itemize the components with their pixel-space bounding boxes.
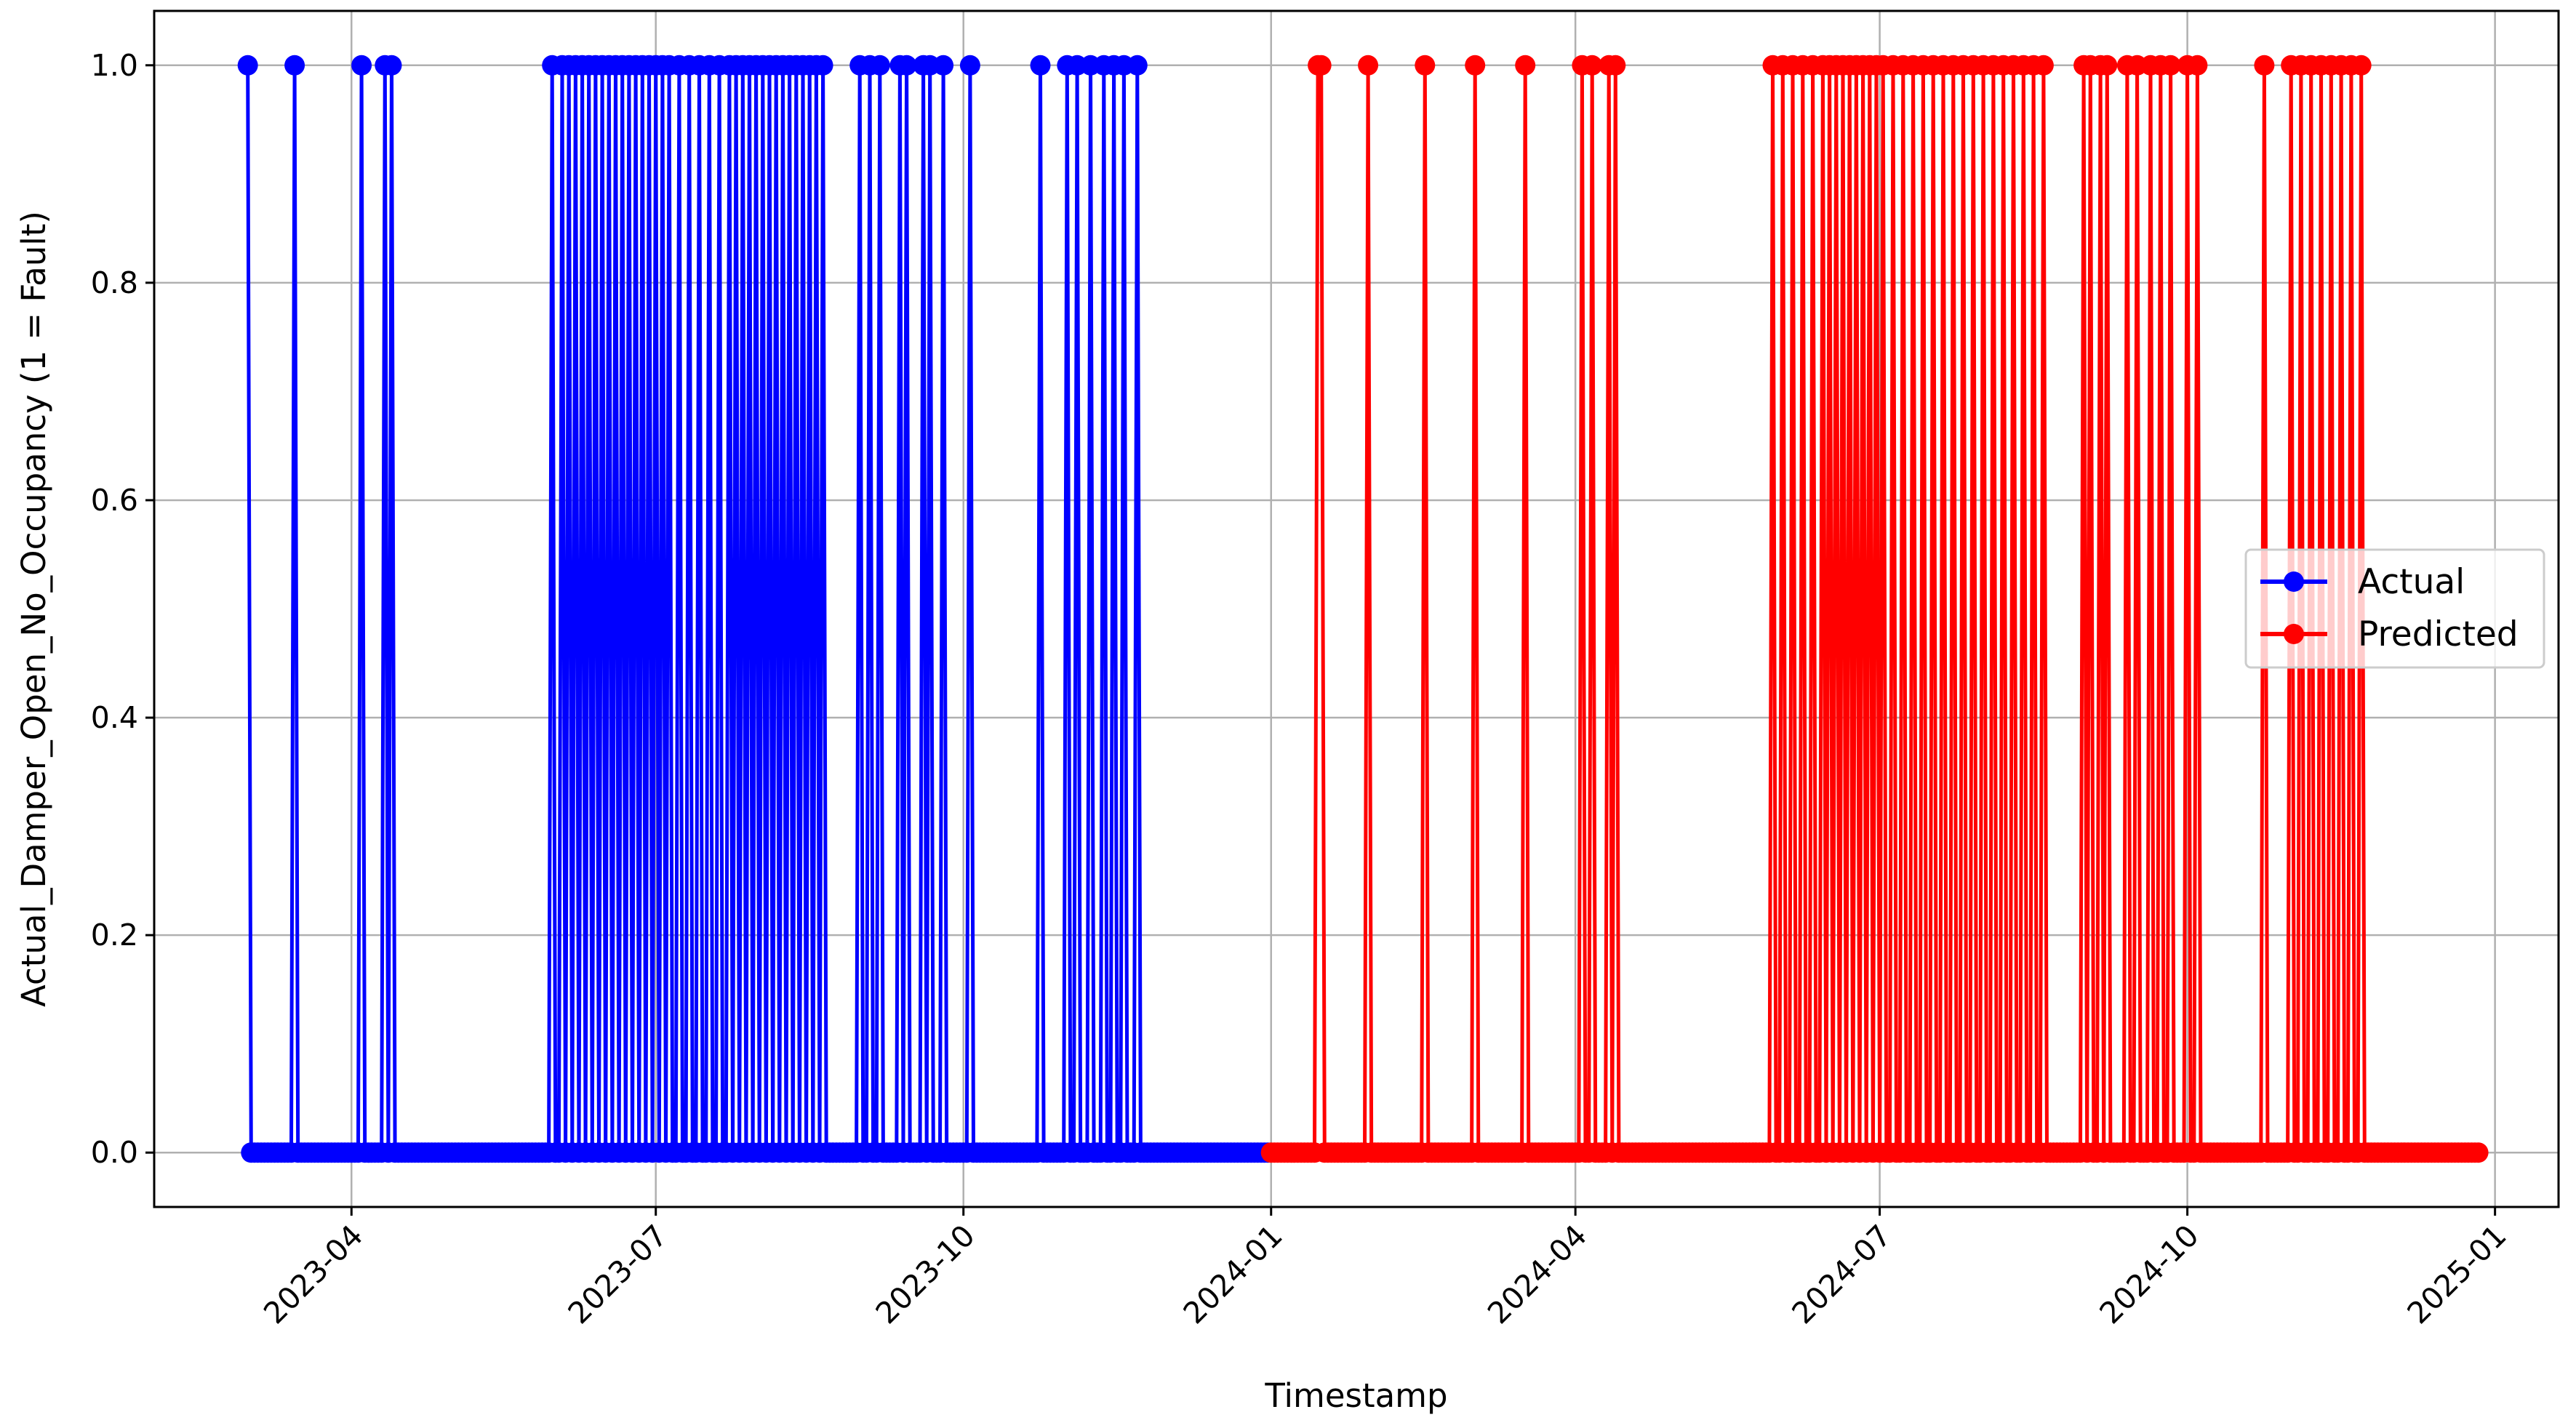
x-axis-label: Timestamp bbox=[1264, 1376, 1447, 1415]
data-point bbox=[2351, 55, 2372, 76]
data-point bbox=[284, 55, 305, 76]
data-point bbox=[812, 55, 833, 76]
y-tick-label: 0.6 bbox=[91, 483, 138, 518]
data-point bbox=[381, 55, 402, 76]
y-tick-label: 0.4 bbox=[91, 700, 138, 735]
y-axis-label: Actual_Damper_Open_No_Occupancy (1 = Fau… bbox=[15, 211, 53, 1007]
data-point bbox=[1311, 55, 1332, 76]
data-point bbox=[1605, 55, 1626, 76]
series-line-actual bbox=[246, 63, 1268, 1155]
y-tick-label: 1.0 bbox=[91, 48, 138, 83]
data-point bbox=[351, 55, 372, 76]
data-point bbox=[933, 55, 954, 76]
plot-area-frame bbox=[153, 9, 2560, 1208]
data-point bbox=[1415, 55, 1436, 76]
x-tick-label: 2023-04 bbox=[257, 1218, 369, 1331]
data-point bbox=[2254, 55, 2275, 76]
data-point bbox=[1127, 55, 1148, 76]
y-tick-label: 0.0 bbox=[91, 1135, 138, 1170]
x-tick-label: 2023-07 bbox=[561, 1218, 674, 1331]
data-point bbox=[1515, 55, 1536, 76]
data-point bbox=[1030, 55, 1051, 76]
x-tick-label: 2024-01 bbox=[1177, 1218, 1289, 1331]
data-point bbox=[2187, 55, 2208, 76]
data-point bbox=[237, 55, 258, 76]
legend-entry-predicted: Predicted bbox=[2358, 614, 2519, 654]
x-tick-label: 2023-10 bbox=[869, 1218, 982, 1331]
x-tick-label: 2024-07 bbox=[1785, 1218, 1898, 1331]
data-point bbox=[869, 55, 890, 76]
x-tick-label: 2024-04 bbox=[1481, 1218, 1593, 1331]
legend: Actual Predicted bbox=[2244, 548, 2545, 669]
data-point bbox=[1358, 55, 1379, 76]
y-tick-label: 0.8 bbox=[91, 265, 138, 300]
series-layer bbox=[237, 55, 2489, 1163]
series-actual bbox=[237, 55, 1279, 1163]
x-tick-label: 2025-01 bbox=[2401, 1218, 2513, 1331]
y-tick-label: 0.2 bbox=[91, 918, 138, 952]
data-point bbox=[1582, 55, 1603, 76]
data-point bbox=[2097, 55, 2118, 76]
legend-entry-actual: Actual bbox=[2358, 562, 2465, 602]
series-predicted bbox=[1260, 55, 2489, 1163]
x-tick-label: 2024-10 bbox=[2093, 1218, 2206, 1331]
data-point bbox=[2468, 1142, 2489, 1163]
data-point bbox=[1465, 55, 1486, 76]
legend-box bbox=[2244, 548, 2545, 669]
legend-marker-dot-actual bbox=[2284, 571, 2304, 592]
legend-marker-dot-predicted bbox=[2284, 624, 2304, 644]
data-point bbox=[896, 55, 917, 76]
data-point bbox=[2160, 55, 2181, 76]
data-point bbox=[959, 55, 980, 76]
data-point bbox=[2033, 55, 2054, 76]
